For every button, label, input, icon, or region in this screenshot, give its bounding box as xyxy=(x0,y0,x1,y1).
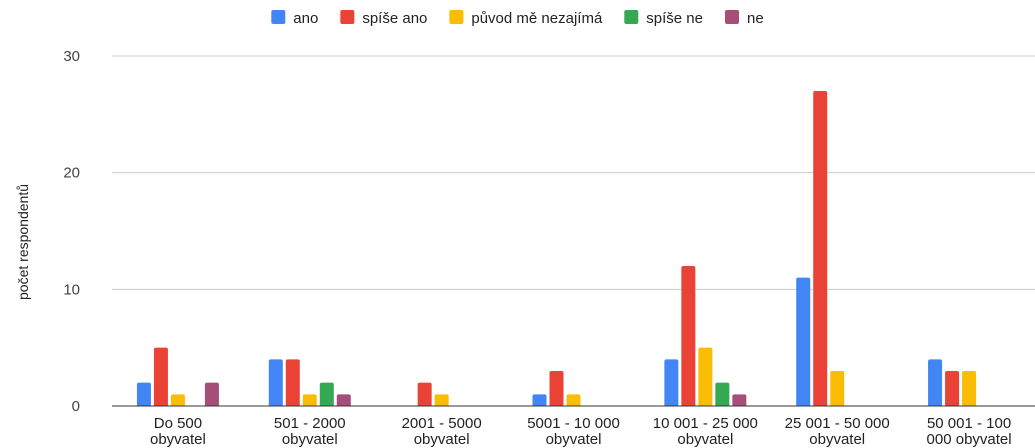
bars xyxy=(136,91,977,406)
bar-spise-ano-6 xyxy=(813,91,828,406)
legend-swatch xyxy=(449,10,464,24)
bar-spise-ano-7 xyxy=(945,371,960,406)
bar-ano-2 xyxy=(268,359,283,406)
legend-item-ne[interactable]: ne xyxy=(725,10,764,27)
legend-label: spíše ne xyxy=(646,10,703,27)
bar-ano-4 xyxy=(532,394,547,406)
bar-spise-ano-5 xyxy=(681,266,696,406)
legend-swatch xyxy=(725,10,740,24)
legend-swatch xyxy=(340,10,355,24)
bar-spise-ano-4 xyxy=(549,371,564,406)
bar-ne-2 xyxy=(336,394,351,406)
legend-item-spise-ano[interactable]: spíše ano xyxy=(340,10,427,27)
bar-ano-1 xyxy=(136,382,151,406)
bar-ne-5 xyxy=(732,394,747,406)
x-category-label: Do 500 obyvatel xyxy=(150,415,206,448)
bar-puvod-me-nezajima-3 xyxy=(434,394,449,406)
x-axis-categories: Do 500 obyvatel 501 - 2000 obyvatel 2001 - 5… xyxy=(150,415,1012,448)
y-tick-label: 0 xyxy=(72,398,80,415)
bar-ano-5 xyxy=(664,359,679,406)
bar-puvod-me-nezajima-5 xyxy=(698,347,713,406)
bar-puvod-me-nezajima-6 xyxy=(830,371,845,406)
y-tick-label: 10 xyxy=(63,281,80,298)
bar-puvod-me-nezajima-7 xyxy=(962,371,977,406)
x-category-label: 25 001 - 50 000 obyvatel xyxy=(785,415,890,448)
bar-ano-6 xyxy=(796,277,811,406)
legend-label: původ mě nezajímá xyxy=(471,10,603,27)
legend-item-puvod-me-nezajima[interactable]: původ mě nezajímá xyxy=(449,10,603,27)
y-axis-title: počet respondentů xyxy=(15,184,31,300)
bar-puvod-me-nezajima-2 xyxy=(302,394,317,406)
bar-ano-7 xyxy=(928,359,943,406)
bar-spise-ano-2 xyxy=(285,359,300,406)
bar-spise-ne-2 xyxy=(319,382,334,406)
bar-spise-ano-3 xyxy=(417,382,432,406)
y-axis-ticks: 0 10 20 30 xyxy=(63,48,80,415)
bar-puvod-me-nezajima-4 xyxy=(566,394,581,406)
bar-spise-ne-5 xyxy=(715,382,730,406)
bar-ne-1 xyxy=(204,382,219,406)
gridlines xyxy=(112,55,1035,290)
legend-item-ano[interactable]: ano xyxy=(271,10,318,27)
y-tick-label: 20 xyxy=(63,165,80,182)
legend-swatch xyxy=(624,10,639,24)
bar-spise-ano-1 xyxy=(153,347,168,406)
bar-puvod-me-nezajima-1 xyxy=(170,394,185,406)
legend-swatch xyxy=(271,10,286,24)
legend-label: spíše ano xyxy=(362,10,427,27)
x-category-label: 2001 - 5000 obyvatel xyxy=(402,415,482,448)
y-tick-label: 30 xyxy=(63,48,80,65)
x-category-label: 10 001 - 25 000 obyvatel xyxy=(653,415,758,448)
legend-item-spise-ne[interactable]: spíše ne xyxy=(624,10,703,27)
legend-label: ano xyxy=(293,10,318,27)
x-category-label: 5001 - 10 000 obyvatel xyxy=(527,415,620,448)
legend-label: ne xyxy=(747,10,764,27)
x-category-label: 501 - 2000 obyvatel xyxy=(274,415,346,448)
x-category-label: 50 001 - 100 000 obyvatel xyxy=(927,415,1012,448)
legend[interactable]: ano spíše ano původ mě nezajímá spíše ne ne xyxy=(271,10,764,27)
